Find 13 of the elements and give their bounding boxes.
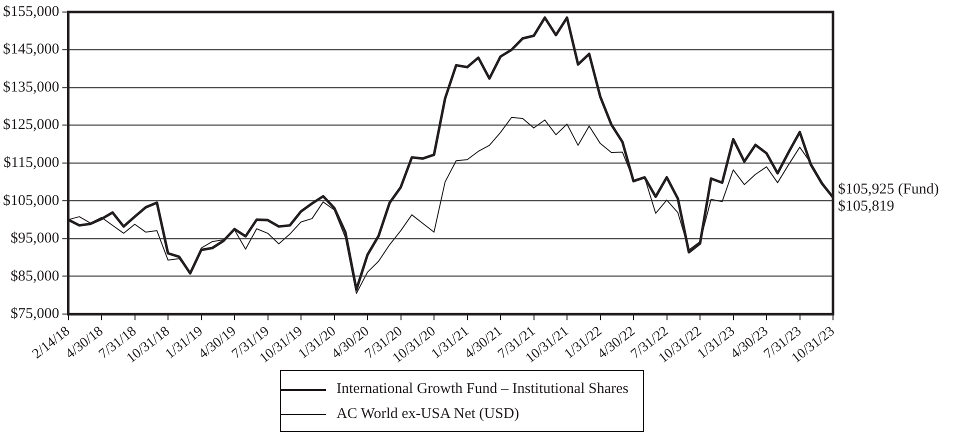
text: $105,925 (Fund) bbox=[838, 181, 939, 198]
y-tick-label: $75,000 bbox=[10, 306, 60, 322]
y-tick-label: $135,000 bbox=[3, 79, 60, 96]
y-tick-label: $125,000 bbox=[3, 117, 60, 134]
y-tick-label: $145,000 bbox=[3, 42, 60, 58]
legend-label: International Growth Fund – Institutional Shares bbox=[336, 381, 629, 398]
y-tick-label: $105,000 bbox=[3, 192, 60, 209]
y-tick-label: $115,000 bbox=[4, 154, 60, 171]
y-tick-label: $85,000 bbox=[10, 268, 60, 284]
text: $105,819 bbox=[838, 198, 894, 214]
legend-label: AC World ex-USA Net (USD) bbox=[336, 406, 520, 423]
y-tick-label: $155,000 bbox=[3, 4, 60, 20]
y-tick-label: $95,000 bbox=[10, 230, 60, 247]
